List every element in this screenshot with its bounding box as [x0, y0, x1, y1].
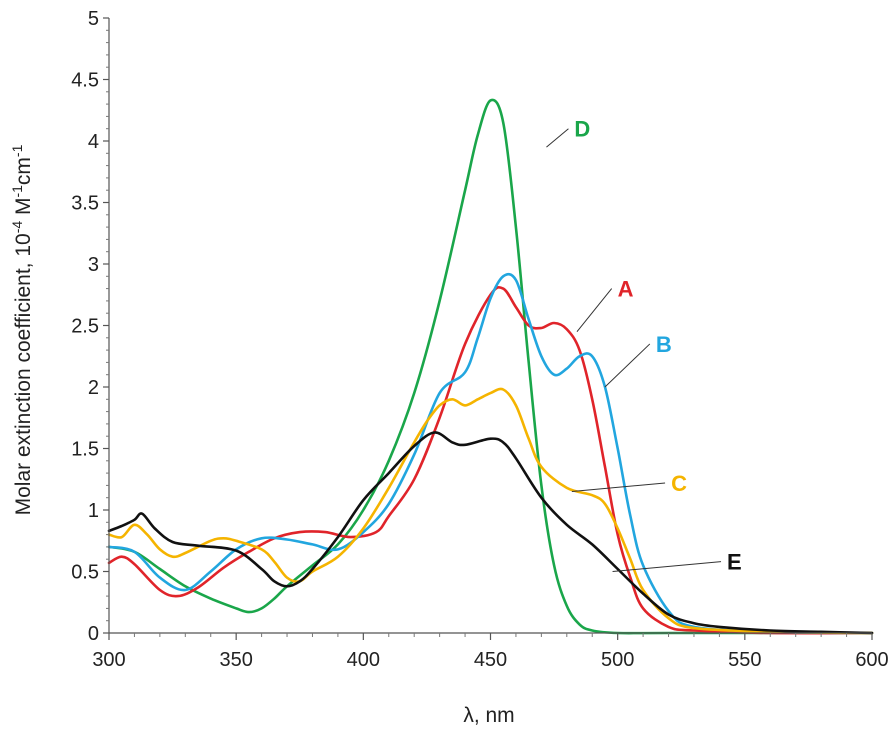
- series-label-leader: [612, 561, 722, 572]
- series-line-d: [107, 98, 874, 635]
- series-label-leader: [546, 128, 569, 148]
- y-axis-title-sup: -4: [9, 221, 25, 234]
- series-line-a: [107, 285, 874, 635]
- y-tick-label: 3.5: [71, 193, 99, 215]
- y-axis-title-sup: -1: [9, 144, 25, 157]
- x-tick-label: 500: [601, 649, 634, 671]
- series-line-e: [107, 431, 874, 635]
- series-line-b: [107, 272, 874, 635]
- y-tick-label: 1: [88, 500, 99, 522]
- series-label-b: B: [656, 332, 672, 357]
- series-label-leader: [604, 343, 651, 388]
- series-layer: [107, 98, 874, 635]
- y-tick-label: 2.5: [71, 316, 99, 338]
- y-axis-title: Molar extinction coefficient, 10-4 M-1cm…: [9, 144, 35, 515]
- y-tick-label: 2: [88, 377, 99, 399]
- x-tick-label: 450: [474, 649, 507, 671]
- y-axis-title-part: M: [12, 198, 35, 221]
- series-label-e: E: [727, 550, 742, 575]
- x-tick-label: 550: [728, 649, 761, 671]
- y-tick-label: 1.5: [71, 439, 99, 461]
- y-tick-label: 4.5: [71, 70, 99, 92]
- y-axis-title-sup: -1: [9, 185, 25, 198]
- series-label-leader: [571, 482, 666, 493]
- series-line-c: [107, 387, 874, 635]
- axes-layer: 0 0.5 1 1.5 2 2.5 3 3.5 4 4.5 5 300 350 400 450 500 550 6…: [71, 8, 889, 671]
- y-axis-title-part: cm: [12, 157, 35, 185]
- series-label-a: A: [618, 277, 634, 302]
- y-tick-label: 0.5: [71, 562, 99, 584]
- y-tick-label: 5: [88, 8, 99, 30]
- x-tick-label: 400: [347, 649, 380, 671]
- x-tick-label: 600: [855, 649, 888, 671]
- x-axis-title: λ, nm: [463, 704, 514, 727]
- y-tick-label: 0: [88, 623, 99, 645]
- y-axis-title-part: Molar extinction coefficient, 10: [12, 233, 35, 515]
- y-tick-label: 3: [88, 254, 99, 276]
- series-label-leader: [576, 288, 613, 332]
- x-tick-label: 300: [92, 649, 125, 671]
- series-label-d: D: [574, 117, 590, 142]
- x-tick-label: 350: [219, 649, 252, 671]
- annotation-layer: D A B C E: [546, 117, 742, 575]
- y-tick-label: 4: [88, 131, 99, 153]
- series-label-c: C: [671, 471, 687, 496]
